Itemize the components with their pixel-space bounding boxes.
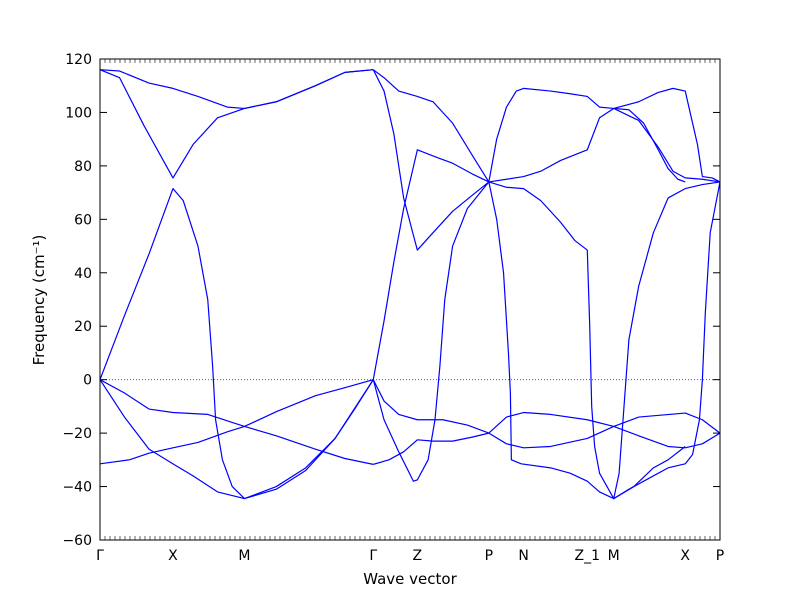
minor-ticks <box>104 59 716 540</box>
y-tick-label: 60 <box>74 212 92 228</box>
band-line-18 <box>488 425 721 449</box>
y-tick-label: 20 <box>74 319 92 335</box>
band-line-10 <box>372 379 490 434</box>
kpoint-label: Γ <box>96 548 104 564</box>
band-line-8 <box>372 69 490 251</box>
band-line-15 <box>488 181 686 500</box>
band-lines <box>99 69 721 500</box>
y-tick-label: 0 <box>83 373 92 389</box>
band-line-2 <box>99 69 374 179</box>
x-axis-title: Wave vector <box>363 570 457 588</box>
y-tick-label: 40 <box>74 266 92 282</box>
kpoint-label: P <box>716 548 724 564</box>
band-line-3 <box>99 188 374 500</box>
y-tick-label: −20 <box>62 426 92 442</box>
kpoint-label: Γ <box>369 548 377 564</box>
kpoint-label: Z_1 <box>575 548 601 564</box>
plot-frame <box>99 58 721 541</box>
y-axis-title: Frequency (cm⁻¹) <box>30 235 48 366</box>
kpoint-label: N <box>518 548 528 564</box>
band-line-5 <box>99 379 374 500</box>
band-line-17 <box>488 411 721 434</box>
kpoint-label: Z <box>413 548 423 564</box>
kpoint-label: X <box>680 548 690 564</box>
y-tick-label: 100 <box>65 105 92 121</box>
y-tick-label: −40 <box>62 480 92 496</box>
kpoint-label: M <box>238 548 250 564</box>
y-axis-ticks: −60 −40 −20 0 20 40 60 80 100 120 <box>62 52 720 549</box>
kpoint-labels: Γ X M Γ Z P N Z_1 M X P <box>96 548 724 564</box>
band-line-16 <box>488 181 721 500</box>
band-line-14 <box>488 107 721 183</box>
band-line-20 <box>613 181 721 499</box>
band-line-11 <box>372 181 490 482</box>
band-line-19 <box>613 107 686 183</box>
band-line-7 <box>372 69 490 183</box>
y-tick-label: 80 <box>74 159 92 175</box>
kpoint-label: P <box>485 548 493 564</box>
band-line-13 <box>488 87 721 183</box>
band-line-12 <box>373 432 489 465</box>
kpoint-label: M <box>608 548 620 564</box>
band-line-4 <box>99 379 374 465</box>
band-line-6 <box>99 379 374 465</box>
plot-area <box>100 59 720 540</box>
y-tick-label: 120 <box>65 52 92 68</box>
y-tick-label: −60 <box>62 533 92 549</box>
band-line-9 <box>372 149 490 380</box>
kpoint-label: X <box>168 548 178 564</box>
